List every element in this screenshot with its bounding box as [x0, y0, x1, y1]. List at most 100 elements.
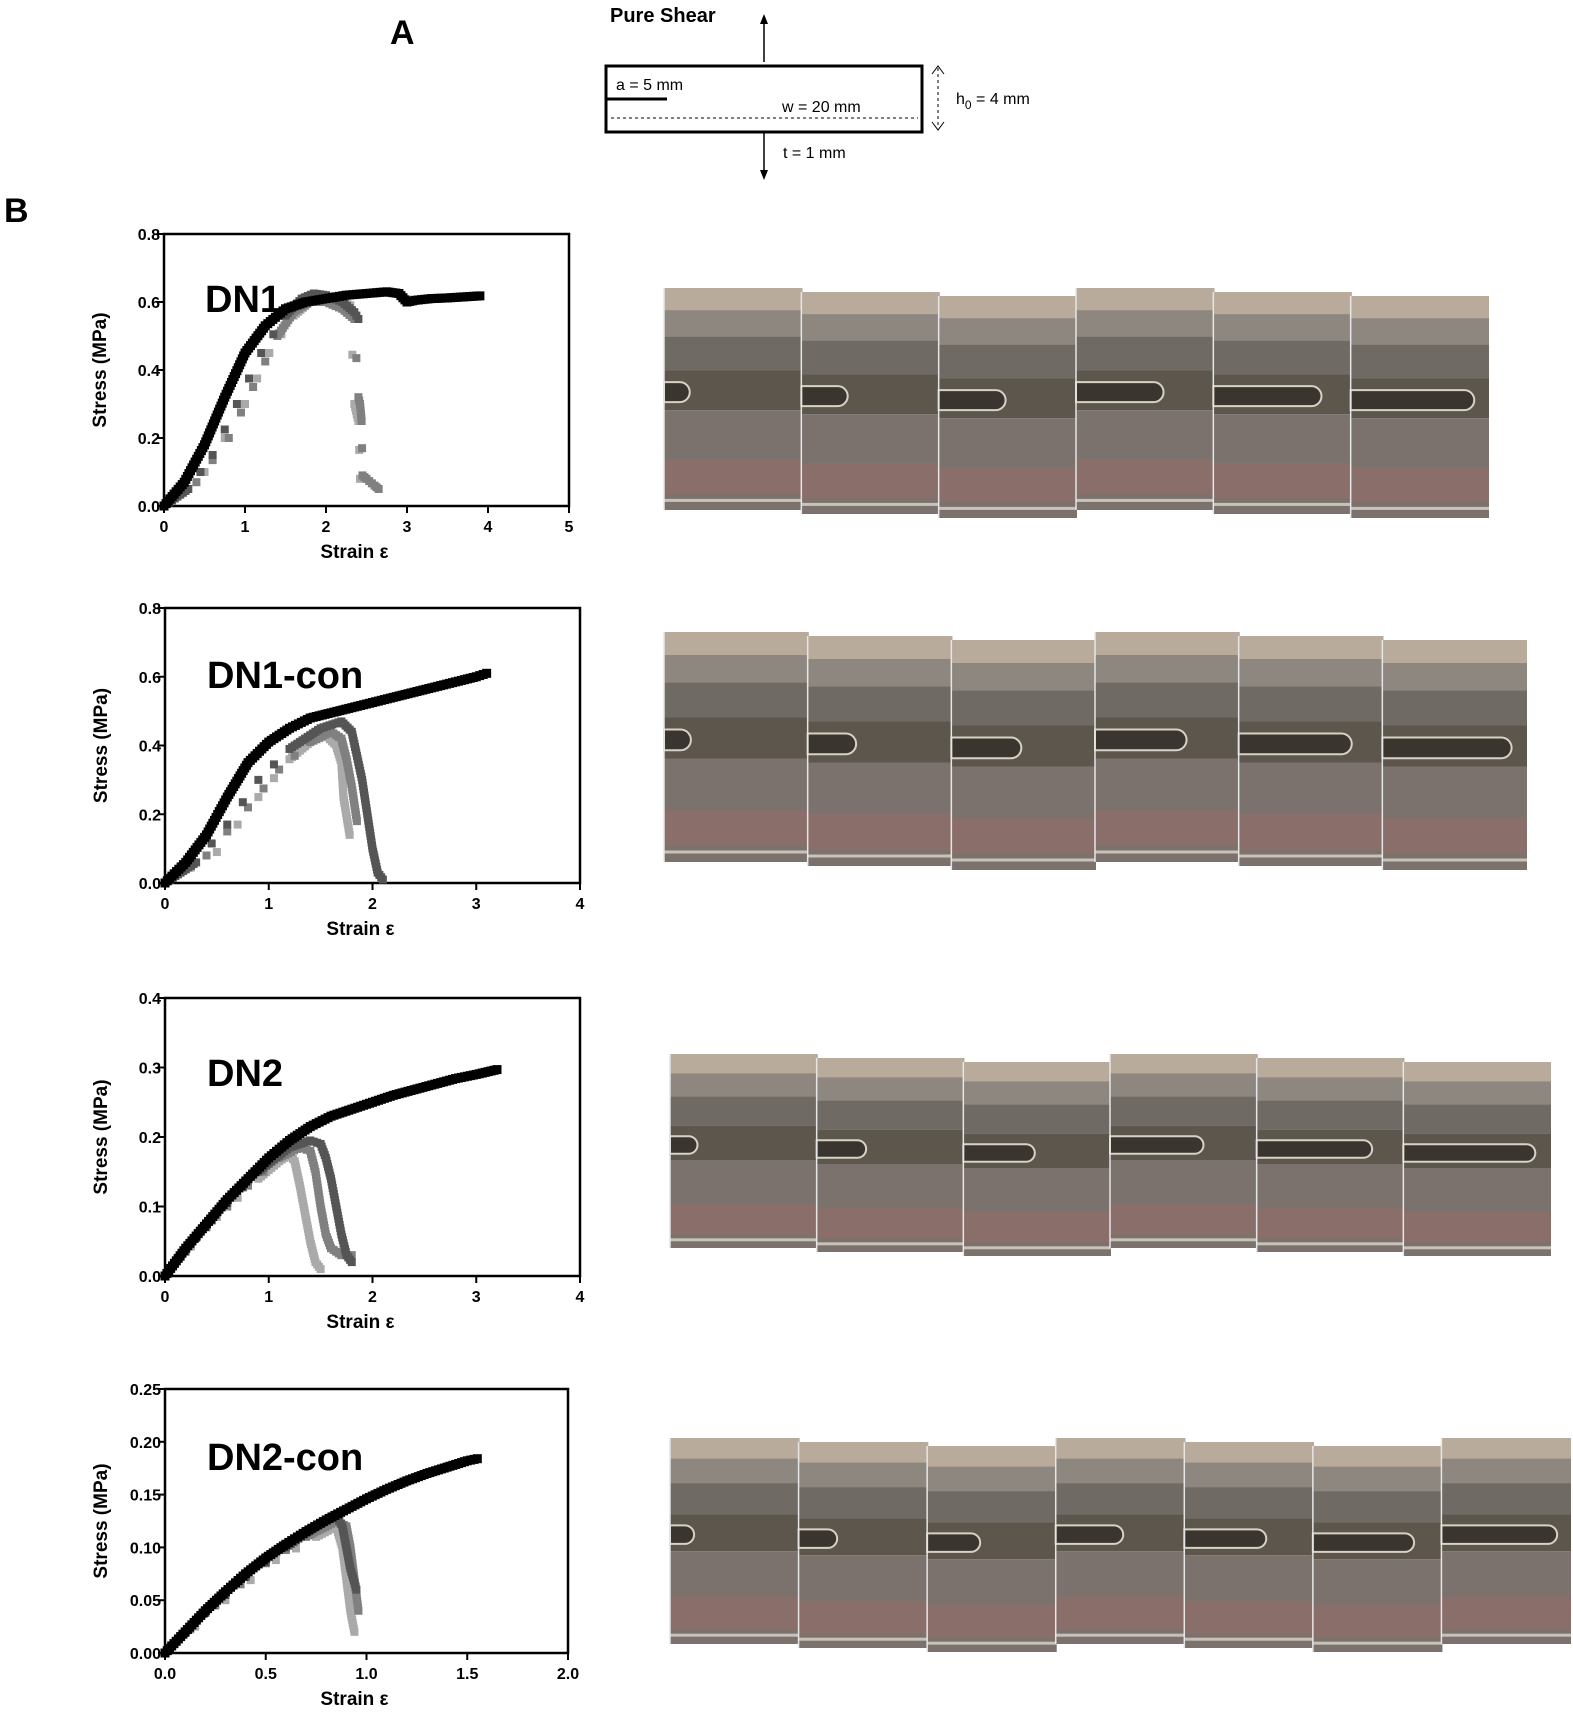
- schematic-title: Pure Shear: [610, 5, 716, 27]
- lower-clamp-reflection: [670, 1203, 818, 1235]
- clamp-highlight: [1055, 1438, 1186, 1459]
- clamp-edge-line: [664, 850, 809, 854]
- y-tick-label: 0.0: [138, 499, 160, 516]
- data-point: [246, 1576, 255, 1585]
- clamp-highlight: [1382, 640, 1527, 663]
- clamp-edge-line: [1403, 1246, 1551, 1250]
- data-point: [316, 1265, 325, 1274]
- clamp-shadow: [1238, 686, 1384, 722]
- crack-opening: [1109, 1135, 1205, 1155]
- x-tick-label: 4: [484, 519, 493, 536]
- thickness-label: t = 1 mm: [783, 145, 846, 162]
- data-point: [492, 1065, 502, 1075]
- clamp-highlight: [1403, 1062, 1551, 1082]
- clamp-highlight: [938, 296, 1077, 319]
- data-series: [161, 727, 361, 887]
- clamp-highlight: [1095, 632, 1240, 655]
- lower-clamp-reflection: [951, 817, 1096, 854]
- lower-clamp-reflection: [1213, 462, 1352, 499]
- clamp-edge-line: [801, 502, 940, 506]
- clamp-edge-line: [1213, 502, 1352, 506]
- data-series: [160, 1454, 482, 1658]
- crack-opening: [663, 381, 691, 404]
- lower-clamp-reflection: [1350, 466, 1489, 503]
- x-axis-title: Strain ε: [326, 1312, 394, 1333]
- plot-frame: [162, 232, 571, 508]
- crack-opening: [1440, 1524, 1559, 1545]
- photo-frame: [669, 1438, 800, 1644]
- clamp-highlight: [798, 1442, 929, 1463]
- data-point: [238, 798, 247, 807]
- clamp-shadow: [664, 336, 803, 371]
- lower-clamp-reflection: [798, 1600, 929, 1634]
- data-point: [208, 451, 217, 459]
- data-point: [253, 374, 262, 383]
- clamp-shadow: [927, 1491, 1057, 1523]
- data-point: [196, 468, 205, 476]
- photo-frame: [1109, 1054, 1258, 1248]
- crack-opening: [815, 1139, 868, 1159]
- data-point: [232, 400, 241, 408]
- clamp-shadow: [1110, 1096, 1258, 1126]
- chart-dn2: 0 1 2 3 4 0.0 0.1 0.2 0.3 0.4 Strain ε Stress (MPa)…: [91, 991, 585, 1333]
- crack-opening: [962, 1143, 1036, 1163]
- crack-opening: [797, 1528, 839, 1549]
- photo-strip-dn2-con: [669, 1438, 1571, 1652]
- photo-frame: [797, 1442, 929, 1648]
- photo-frame: [962, 1062, 1111, 1256]
- pure-shear-schematic: Pure Shear a = 5 mm w = 20 mm h0 = 4 mm …: [604, 5, 1030, 180]
- plot-frame: [163, 996, 582, 1278]
- y-tick-label: 0.2: [139, 1130, 161, 1147]
- clamp-highlight: [670, 1438, 800, 1459]
- lower-clamp-reflection: [963, 1211, 1111, 1243]
- data-point: [192, 478, 201, 487]
- data-point: [352, 1585, 361, 1594]
- lower-clamp-reflection: [1238, 813, 1384, 850]
- data-point: [290, 751, 299, 760]
- crack-opening: [950, 736, 1023, 760]
- data-point: [374, 485, 383, 493]
- data-point: [245, 374, 254, 383]
- data-point: [249, 383, 258, 391]
- panel-label-b: B: [4, 192, 29, 230]
- data-point: [244, 803, 252, 812]
- crack-opening: [926, 1532, 982, 1553]
- clamp-highlight: [1256, 1058, 1405, 1078]
- clamp-highlight: [1184, 1442, 1314, 1463]
- crack-opening: [1212, 385, 1323, 408]
- crack-length-label: a = 5 mm: [616, 77, 683, 94]
- x-tick-label: 4: [576, 1289, 585, 1306]
- data-point: [354, 1606, 363, 1615]
- chart-title: DN1: [205, 279, 281, 321]
- height-arrow-bottom-icon: [931, 121, 945, 131]
- data-point: [269, 330, 278, 339]
- x-tick-label: 2: [368, 1289, 377, 1306]
- data-point: [223, 820, 232, 829]
- data-point: [259, 784, 268, 793]
- data-point: [241, 400, 249, 408]
- x-tick-label: 1.0: [355, 1666, 377, 1683]
- data-point: [350, 1627, 359, 1636]
- data-point: [345, 830, 354, 839]
- clamp-shadow: [1350, 344, 1489, 379]
- clamp-edge-line: [1382, 858, 1527, 862]
- photo-frame: [1054, 1438, 1186, 1644]
- clamp-edge-line: [1441, 1633, 1571, 1637]
- photo-frame: [815, 1058, 965, 1252]
- y-tick-label: 0.2: [139, 807, 161, 824]
- clamp-shadow: [1076, 336, 1215, 371]
- data-point: [261, 357, 270, 366]
- lower-clamp-reflection: [664, 458, 803, 495]
- clamp-highlight: [927, 1446, 1057, 1467]
- clamp-edge-line: [1110, 1238, 1258, 1242]
- photo-frame: [1094, 632, 1240, 862]
- photo-frame: [663, 288, 803, 510]
- clamp-edge-line: [963, 1246, 1111, 1250]
- y-tick-label: 0.4: [139, 739, 161, 756]
- clamp-highlight: [951, 640, 1096, 663]
- clamp-highlight: [816, 1058, 965, 1078]
- lower-clamp-reflection: [664, 809, 809, 846]
- clamp-edge-line: [664, 498, 803, 502]
- photo-frame: [1237, 636, 1384, 866]
- data-point: [347, 1258, 356, 1267]
